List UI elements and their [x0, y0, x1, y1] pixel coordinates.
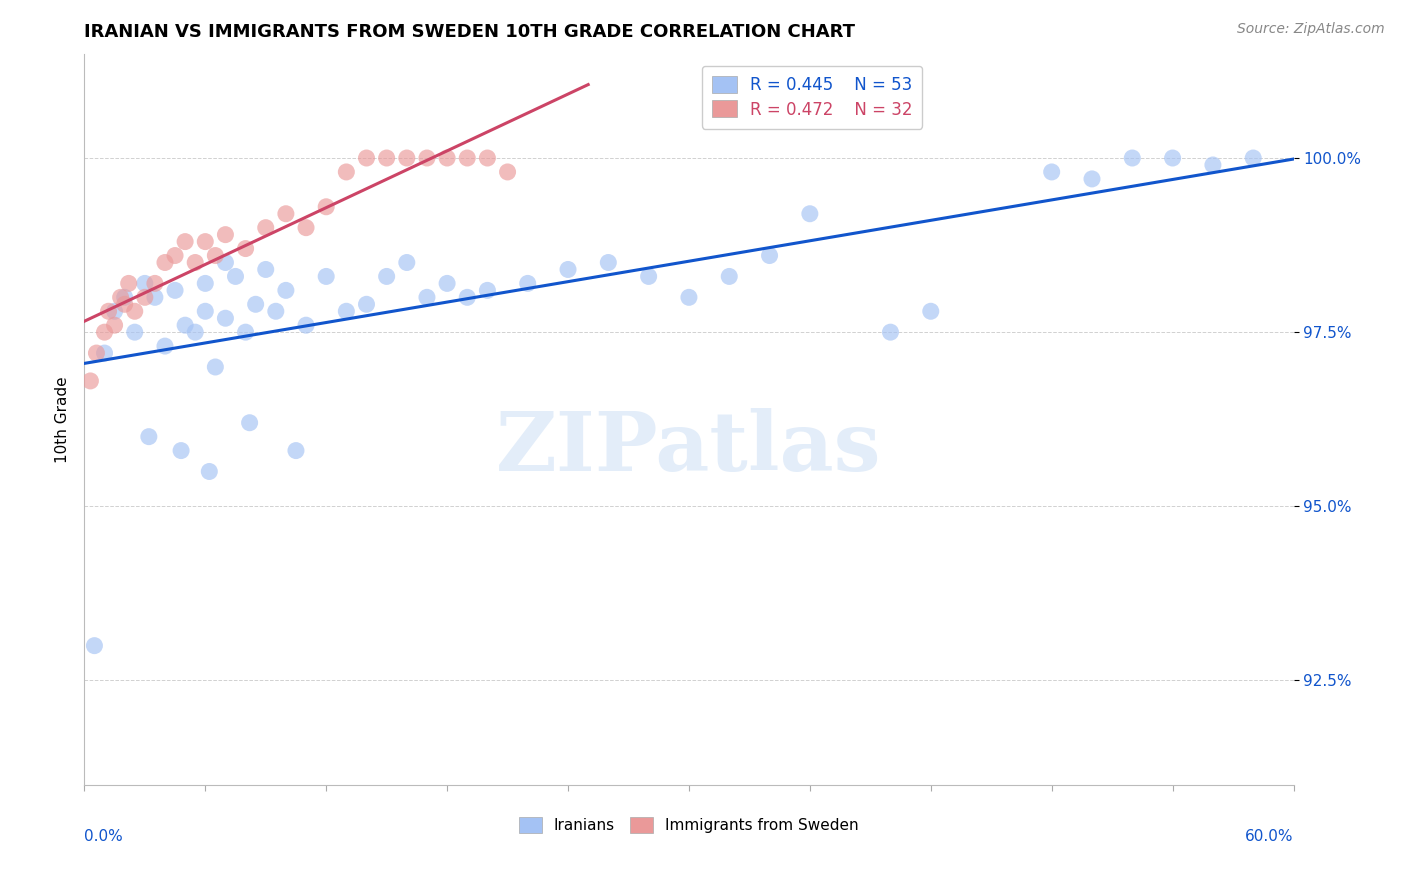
Text: 60.0%: 60.0% [1246, 829, 1294, 844]
Point [1081, 172, 1104, 186]
Point [194, 277, 217, 291]
Point [477, 151, 499, 165]
Point [456, 290, 478, 304]
Point [153, 255, 176, 269]
Point [214, 227, 236, 242]
Point [184, 325, 207, 339]
Point [254, 262, 277, 277]
Point [254, 220, 277, 235]
Point [143, 277, 166, 291]
Point [598, 255, 620, 269]
Point [225, 269, 247, 284]
Point [194, 235, 217, 249]
Point [285, 443, 308, 458]
Point [436, 151, 458, 165]
Point [557, 262, 579, 277]
Text: ZIPatlas: ZIPatlas [496, 409, 882, 489]
Point [153, 339, 176, 353]
Text: 0.0%: 0.0% [84, 829, 124, 844]
Point [104, 304, 127, 318]
Point [879, 325, 901, 339]
Point [1241, 151, 1264, 165]
Point [174, 235, 197, 249]
Point [496, 165, 519, 179]
Point [395, 255, 418, 269]
Point [124, 325, 146, 339]
Point [134, 290, 156, 304]
Point [799, 207, 821, 221]
Point [184, 255, 207, 269]
Point [165, 248, 187, 262]
Point [235, 325, 257, 339]
Point [416, 151, 439, 165]
Point [456, 151, 478, 165]
Point [143, 290, 166, 304]
Point [83, 639, 105, 653]
Point [138, 430, 160, 444]
Point [79, 374, 101, 388]
Point [1161, 151, 1184, 165]
Point [356, 151, 378, 165]
Point [198, 465, 221, 479]
Point [356, 297, 378, 311]
Point [477, 284, 499, 298]
Point [204, 359, 226, 374]
Point [86, 346, 108, 360]
Point [204, 248, 226, 262]
Point [114, 290, 136, 304]
Point [758, 248, 780, 262]
Point [114, 297, 136, 311]
Point [245, 297, 267, 311]
Point [1121, 151, 1143, 165]
Point [214, 255, 236, 269]
Point [165, 284, 187, 298]
Point [118, 277, 141, 291]
Point [920, 304, 942, 318]
Point [295, 220, 318, 235]
Point [124, 304, 146, 318]
Point [235, 242, 257, 256]
Point [395, 151, 418, 165]
Point [274, 284, 297, 298]
Point [436, 277, 458, 291]
Point [718, 269, 741, 284]
Point [93, 346, 115, 360]
Point [110, 290, 132, 304]
Point [174, 318, 197, 333]
Point [274, 207, 297, 221]
Point [134, 277, 156, 291]
Point [335, 165, 357, 179]
Point [264, 304, 287, 318]
Point [678, 290, 700, 304]
Text: Source: ZipAtlas.com: Source: ZipAtlas.com [1237, 22, 1385, 37]
Point [637, 269, 659, 284]
Point [170, 443, 193, 458]
Y-axis label: 10th Grade: 10th Grade [55, 376, 70, 463]
Point [416, 290, 439, 304]
Legend: Iranians, Immigrants from Sweden: Iranians, Immigrants from Sweden [513, 812, 865, 839]
Point [375, 151, 398, 165]
Text: IRANIAN VS IMMIGRANTS FROM SWEDEN 10TH GRADE CORRELATION CHART: IRANIAN VS IMMIGRANTS FROM SWEDEN 10TH G… [84, 23, 855, 41]
Point [239, 416, 262, 430]
Point [516, 277, 538, 291]
Point [375, 269, 398, 284]
Point [295, 318, 318, 333]
Point [97, 304, 120, 318]
Point [214, 311, 236, 326]
Point [194, 304, 217, 318]
Point [315, 269, 337, 284]
Point [335, 304, 357, 318]
Point [93, 325, 115, 339]
Point [1040, 165, 1063, 179]
Point [1202, 158, 1225, 172]
Point [104, 318, 127, 333]
Point [315, 200, 337, 214]
